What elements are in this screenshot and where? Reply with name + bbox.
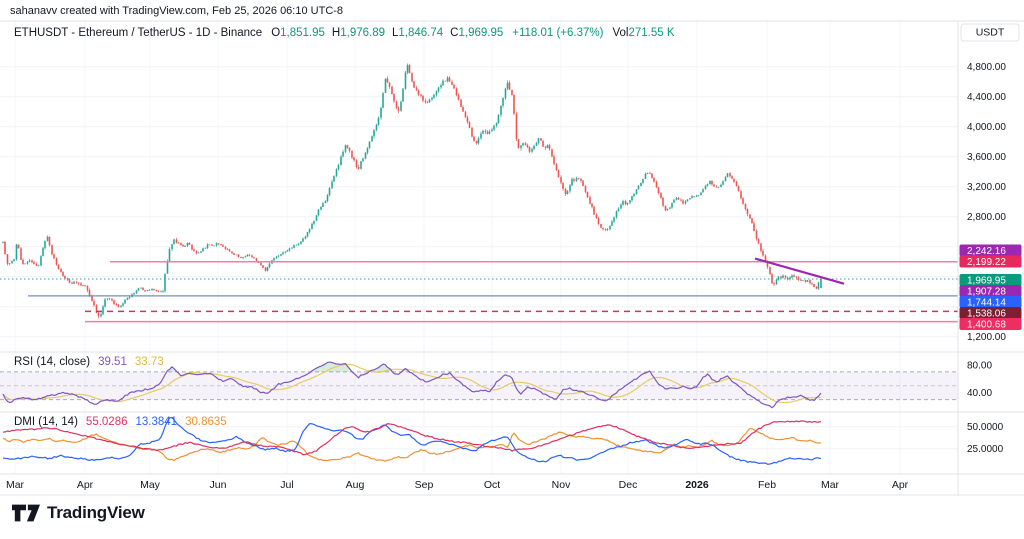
svg-text:Feb: Feb — [758, 479, 776, 491]
svg-text:Aug: Aug — [346, 479, 365, 491]
svg-text:80.00: 80.00 — [967, 361, 992, 372]
currency-label: USDT — [976, 27, 1005, 39]
price-level-lines[interactable] — [0, 261, 958, 323]
svg-text:25.0000: 25.0000 — [967, 444, 1004, 455]
price-badge — [959, 296, 1022, 308]
svg-text:1,400.68: 1,400.68 — [967, 320, 1006, 331]
price-axis-labels[interactable]: USDT 4,800.00 4,400.00 4,000.00 3,600.00 3,20… — [959, 23, 1022, 455]
gridlines — [0, 21, 958, 474]
price-badge — [959, 255, 1022, 268]
tradingview-brand[interactable]: TradingView — [12, 503, 145, 523]
svg-text:Mar: Mar — [6, 479, 25, 491]
svg-text:Oct: Oct — [484, 479, 500, 491]
currency-box — [960, 23, 1020, 42]
adx-line — [2, 420, 822, 456]
svg-text:3,200.00: 3,200.00 — [967, 182, 1006, 193]
svg-text:3,600.00: 3,600.00 — [967, 152, 1006, 163]
tradingview-logo-icon — [12, 504, 40, 521]
svg-text:Apr: Apr — [892, 479, 909, 491]
svg-text:Jul: Jul — [280, 479, 293, 491]
svg-text:Jun: Jun — [210, 479, 227, 491]
svg-text:50.0000: 50.0000 — [967, 422, 1004, 433]
svg-text:2,242.16: 2,242.16 — [967, 246, 1006, 257]
svg-text:2,199.22: 2,199.22 — [967, 257, 1006, 268]
time-axis[interactable]: Mar Apr May Jun Jul Aug Sep Oct Nov Dec 2026 Feb Mar… — [6, 479, 909, 491]
svg-text:2,800.00: 2,800.00 — [967, 212, 1006, 223]
svg-text:May: May — [140, 479, 161, 491]
svg-text:Nov: Nov — [552, 479, 571, 491]
svg-text:4,000.00: 4,000.00 — [967, 122, 1006, 133]
svg-text:Apr: Apr — [77, 479, 94, 491]
svg-text:Dec: Dec — [619, 479, 638, 491]
candlestick-series — [2, 63, 822, 319]
price-badge — [959, 307, 1022, 319]
price-badge — [959, 285, 1022, 297]
dmi-plot — [2, 416, 822, 465]
svg-text:4,400.00: 4,400.00 — [967, 92, 1006, 103]
svg-text:1,200.00: 1,200.00 — [967, 332, 1006, 343]
price-badge — [959, 318, 1022, 330]
rsi-line — [2, 361, 822, 409]
pane-borders — [0, 20, 1024, 496]
svg-text:1,969.95: 1,969.95 — [967, 276, 1006, 287]
trendline[interactable] — [754, 257, 845, 285]
svg-text:Mar: Mar — [821, 479, 840, 491]
rsi-plot — [2, 361, 822, 409]
plus-di-line — [2, 416, 822, 465]
price-badge — [959, 244, 1022, 257]
svg-text:1,744.14: 1,744.14 — [967, 298, 1006, 309]
svg-text:2026: 2026 — [685, 479, 709, 491]
rsi-band — [0, 371, 958, 401]
tradingview-logo-text: TradingView — [47, 503, 145, 522]
svg-text:1,907.28: 1,907.28 — [967, 287, 1006, 298]
price-badge — [959, 274, 1022, 286]
svg-text:4,800.00: 4,800.00 — [967, 62, 1006, 73]
svg-text:40.00: 40.00 — [967, 388, 992, 399]
svg-text:1,538.06: 1,538.06 — [967, 309, 1006, 320]
svg-text:Sep: Sep — [415, 479, 434, 491]
